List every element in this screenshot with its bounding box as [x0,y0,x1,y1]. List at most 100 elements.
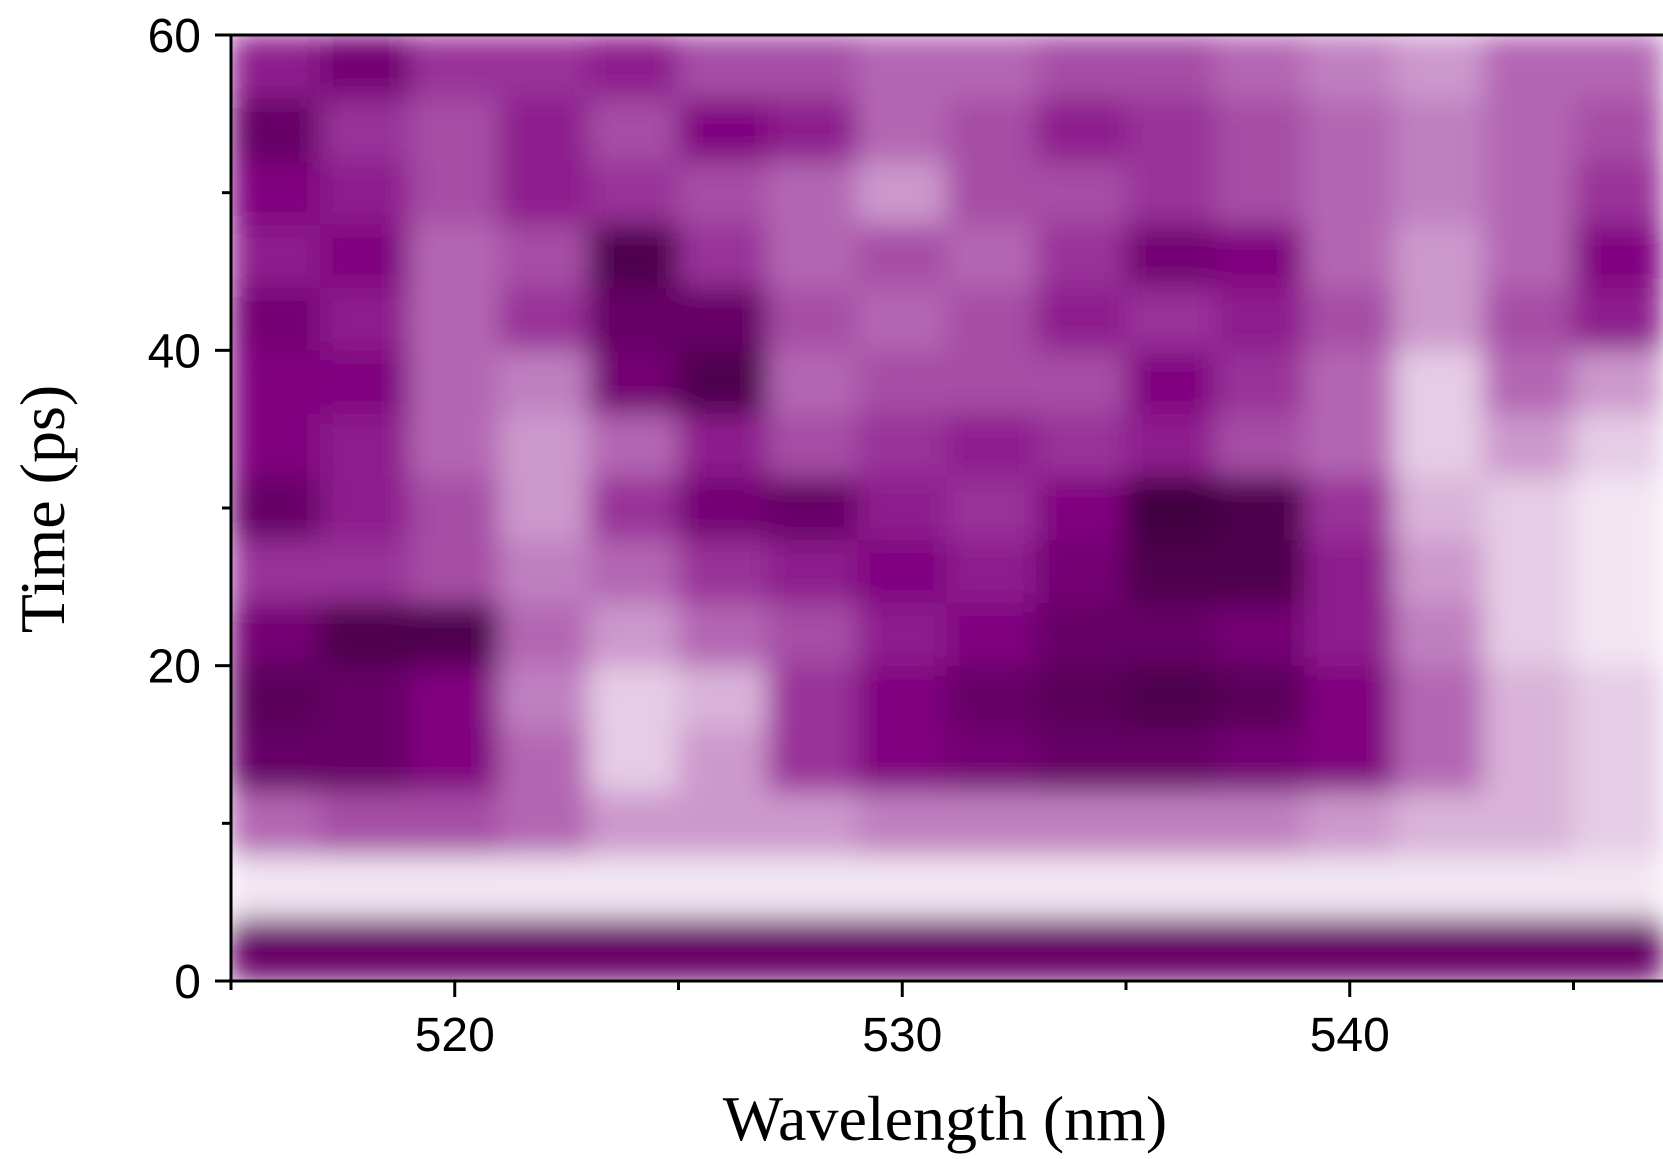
heatmap-cell [499,35,590,99]
heatmap-cell [857,917,948,981]
heatmap-cell [1215,791,1306,856]
heatmap-cell [946,539,1037,604]
heatmap-cell [678,35,769,99]
heatmap-cell [1125,286,1216,351]
heatmap-cell [857,412,948,477]
heatmap-cell [231,475,321,541]
heatmap-cell [409,349,500,414]
heatmap-cell [1125,223,1216,288]
heatmap-cell [231,728,321,793]
heatmap-cell [320,791,411,856]
heatmap-cell [1483,412,1574,477]
heatmap-cell [678,223,769,288]
heatmap-cell [231,791,321,856]
heatmap-cell [1215,349,1306,414]
heatmap-cell [767,728,858,793]
heatmap-cell [320,728,411,793]
heatmap-cell [1125,728,1216,793]
heatmap-cell [1394,791,1485,856]
heatmap-cell [231,286,321,351]
heatmap-cell [946,728,1037,793]
heatmap-cell [320,160,411,225]
heatmap-cell [678,728,769,793]
heatmap-cell [320,539,411,604]
heatmap-cell [946,97,1037,162]
heatmap-cell [231,97,321,162]
heatmap-cell [1125,97,1216,162]
heatmap-cell [767,97,858,162]
heatmap-cell [499,160,590,225]
heatmap-cell [1036,475,1127,541]
heatmap-cell [1036,412,1127,477]
heatmap-cell [857,854,948,919]
heatmap-cell [1483,349,1574,414]
heatmap-cell [231,412,321,477]
heatmap-cell [1483,223,1574,288]
heatmap-cell [1304,160,1395,225]
heatmap-cell [588,539,679,604]
x-tick-label: 530 [862,1009,942,1062]
heatmap-cell [1394,917,1485,981]
heatmap-cell [320,35,411,99]
heatmap-cell [678,791,769,856]
y-tick-label: 60 [148,10,201,63]
heatmap-cell [409,160,500,225]
heatmap-cell [678,665,769,730]
heatmap-cell [946,854,1037,919]
heatmap-cell [499,349,590,414]
heatmap-cell [857,665,948,730]
heatmap [231,35,1663,981]
heatmap-cell [1215,97,1306,162]
heatmap-cell [1573,917,1663,981]
heatmap-cell [1036,854,1127,919]
heatmap-cell [1215,602,1306,667]
heatmap-cell [231,223,321,288]
heatmap-cell [1394,665,1485,730]
heatmap-cell [767,917,858,981]
heatmap-cell [1215,412,1306,477]
heatmap-cell [1036,665,1127,730]
heatmap-cell [588,349,679,414]
heatmap-cell [767,539,858,604]
heatmap-cell [320,412,411,477]
heatmap-cell [1125,791,1216,856]
heatmap-cell [857,791,948,856]
heatmap-cell [857,286,948,351]
heatmap-cell [409,412,500,477]
heatmap-cell [409,791,500,856]
heatmap-cell [588,854,679,919]
heatmap-cell [499,602,590,667]
heatmap-cell [767,791,858,856]
heatmap-cell [1483,791,1574,856]
heatmap-cell [678,539,769,604]
heatmap-cell [678,412,769,477]
heatmap-cell [1036,349,1127,414]
heatmap-cell [320,602,411,667]
heatmap-cell [320,97,411,162]
heatmap-cell [767,349,858,414]
heatmap-cell [857,475,948,541]
heatmap-cell [231,665,321,730]
heatmap-cell [231,35,321,99]
heatmap-cell [1036,728,1127,793]
heatmap-cell [1304,665,1395,730]
heatmap-cell [1125,602,1216,667]
heatmap-cell [857,223,948,288]
heatmap-cell [1215,223,1306,288]
heatmap-cell [499,539,590,604]
heatmap-cell [1036,602,1127,667]
heatmap-cell [767,412,858,477]
heatmap-cell [946,602,1037,667]
heatmap-cell [409,728,500,793]
heatmap-cell [231,539,321,604]
heatmap-cell [1215,539,1306,604]
heatmap-cell [588,160,679,225]
heatmap-cell [1573,412,1663,477]
heatmap-cell [1573,223,1663,288]
heatmap-cell [946,35,1037,99]
heatmap-cell [499,223,590,288]
heatmap-cell [767,665,858,730]
heatmap-cell [1304,412,1395,477]
y-tick-label: 0 [174,956,201,1009]
heatmap-cell [1125,349,1216,414]
